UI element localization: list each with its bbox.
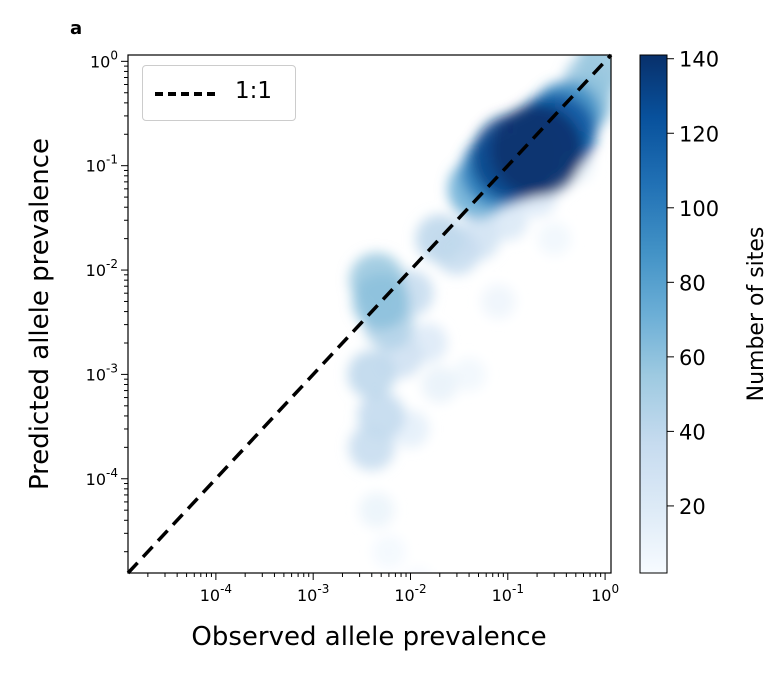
data-point — [359, 492, 395, 528]
data-point — [372, 535, 406, 569]
x-tick-label: 100 — [591, 582, 619, 605]
x-tick-label: 10-4 — [200, 582, 232, 605]
legend-label: 1:1 — [235, 78, 273, 104]
colorbar-tick-label: 20 — [679, 495, 706, 519]
data-point — [352, 272, 410, 330]
colorbar-label: Number of sites — [744, 227, 769, 402]
y-tick-label: 100 — [90, 48, 118, 71]
y-axis-label: Predicted allele prevalence — [25, 138, 55, 490]
y-tick-label: 10-2 — [86, 257, 118, 280]
colorbar-tick-label: 120 — [679, 122, 719, 146]
y-tick-label: 10-3 — [86, 361, 118, 384]
colorbar — [639, 54, 668, 574]
colorbar-tick-label: 80 — [679, 271, 706, 295]
legend-dashed-line — [155, 92, 215, 96]
panel-label: a — [70, 18, 83, 39]
data-point — [405, 566, 431, 573]
y-tick-label: 10-1 — [86, 153, 118, 176]
one-to-one-line — [126, 53, 613, 575]
colorbar-tick-label: 100 — [679, 197, 719, 221]
x-tick-label: 10-1 — [492, 582, 524, 605]
data-point — [452, 357, 486, 392]
data-point — [481, 284, 516, 319]
data-point — [421, 366, 458, 403]
colorbar-tick-label: 60 — [679, 346, 706, 370]
plot-frame — [127, 54, 612, 574]
colorbar-tick-label: 140 — [679, 48, 719, 72]
data-point — [537, 221, 572, 256]
x-tick-label: 10-2 — [394, 582, 426, 605]
legend: 1:1 — [142, 65, 296, 121]
data-point — [347, 350, 396, 399]
x-axis-label: Observed allele prevalence — [191, 622, 546, 652]
x-tick-label: 10-3 — [297, 582, 329, 605]
data-point — [491, 104, 583, 197]
data-point — [357, 392, 405, 440]
y-tick-label: 10-4 — [86, 466, 118, 489]
colorbar-tick-label: 40 — [679, 420, 706, 444]
